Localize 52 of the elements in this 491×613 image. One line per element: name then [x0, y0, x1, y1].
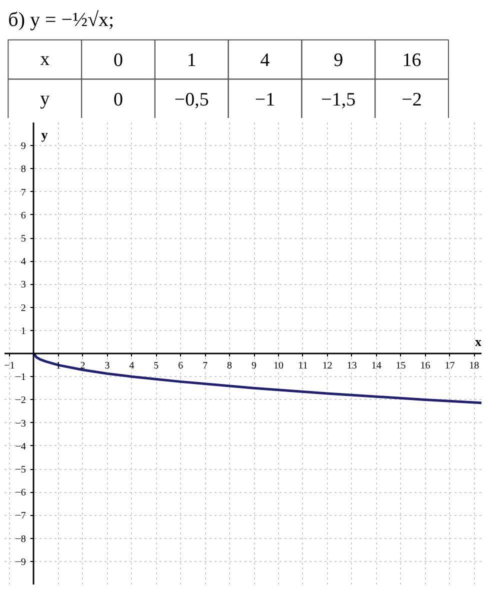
x-tick-label: 7: [202, 360, 208, 372]
x-tick-label: 16: [420, 360, 430, 372]
y-axis-title: y: [41, 127, 48, 142]
y-tick-label: 4: [20, 256, 26, 268]
x-tick-label: 5: [154, 360, 159, 372]
x-tick-label: 15: [396, 360, 406, 372]
text: −1: [254, 89, 276, 110]
text: 4: [260, 50, 270, 71]
y-tick-label: 1: [20, 326, 26, 337]
x-tick-label: 14: [371, 360, 382, 372]
y-tick-label: 6: [20, 210, 26, 222]
x-tick-label: 13: [346, 360, 357, 372]
y-tick-label: 5: [20, 234, 26, 244]
text: y: [40, 88, 50, 110]
y-tick-label: 3: [20, 280, 26, 291]
y-tick-label: 8: [20, 164, 26, 176]
line-series: [32, 352, 482, 404]
x-tick-label: 11: [298, 360, 308, 372]
x-tick-label: 6: [178, 360, 184, 372]
y-tick-label: 9: [20, 141, 26, 152]
text: 9: [334, 50, 344, 71]
x-axis-title: x: [475, 334, 482, 349]
y-tick-label: −8: [15, 534, 26, 545]
text: −2: [402, 89, 422, 110]
chart-title: б) y = −½√x;: [8, 9, 114, 32]
y-tick-label: −5: [15, 464, 26, 476]
y-tick-label: −4: [15, 441, 26, 452]
text: −0,5: [174, 89, 209, 110]
text: 0: [113, 50, 123, 71]
x-tick-label: −1: [4, 360, 15, 372]
x-tick-label: 9: [252, 360, 257, 372]
x-tick-label: 18: [469, 360, 480, 372]
y-tick-label: −3: [15, 418, 26, 430]
y-tick-label: 2: [20, 302, 26, 314]
x-tick-label: 10: [273, 360, 284, 372]
y-tick-label: −9: [15, 556, 26, 568]
x-tick-label: 3: [104, 360, 110, 372]
text: 16: [402, 50, 422, 71]
x-tick-label: 2: [80, 360, 86, 372]
y-tick-label: −1: [15, 372, 26, 384]
y-tick-label: 7: [20, 187, 26, 198]
text: −1,5: [321, 89, 356, 110]
text: x: [40, 49, 50, 70]
x-tick-label: 17: [444, 360, 455, 372]
y-tick-label: −7: [15, 510, 26, 522]
y-tick-label: −2: [15, 395, 26, 406]
x-tick-label: 8: [227, 360, 232, 372]
text: 0: [113, 89, 123, 110]
x-tick-label: 12: [322, 360, 332, 372]
text: 1: [186, 50, 196, 71]
x-tick-label: 4: [129, 360, 134, 372]
y-tick-label: −6: [15, 488, 26, 499]
